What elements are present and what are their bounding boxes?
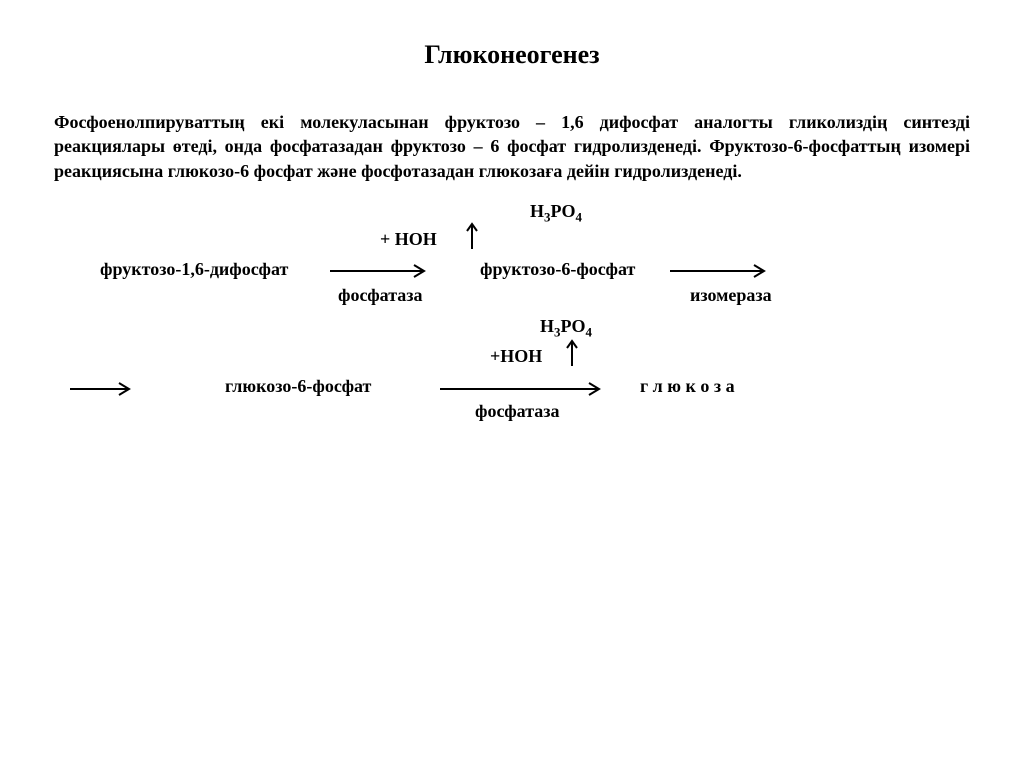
r1-byproduct: H3PO4 — [530, 201, 582, 226]
r2-arrow-main — [440, 381, 605, 397]
intro-paragraph: Фосфоенолпируваттың екі молекуласынан фр… — [50, 110, 974, 183]
r1-byproduct-arrow — [465, 221, 479, 249]
r1-reagent: + HOH — [380, 229, 437, 250]
r1-substrate: фруктозо-1,6-дифосфат — [100, 259, 288, 280]
r2-arrow-in — [70, 381, 135, 397]
r2-byproduct: H3PO4 — [540, 316, 592, 341]
r1-arrow2 — [670, 263, 770, 279]
r1-enzyme1: фосфатаза — [338, 285, 423, 306]
r1-arrow1 — [330, 263, 430, 279]
reaction-diagram: H3PO4 + HOH фруктозо-1,6-дифосфат фосфат… — [50, 201, 974, 521]
r2-substrate: глюкозо-6-фосфат — [225, 376, 371, 397]
r2-product: г л ю к о з а — [640, 376, 735, 397]
r2-enzyme: фосфатаза — [475, 401, 560, 422]
page-title: Глюконеогенез — [50, 40, 974, 70]
r2-byproduct-arrow — [565, 338, 579, 366]
r1-enzyme2: изомераза — [690, 285, 772, 306]
r2-reagent: +HOH — [490, 346, 542, 367]
r1-product1: фруктозо-6-фосфат — [480, 259, 635, 280]
